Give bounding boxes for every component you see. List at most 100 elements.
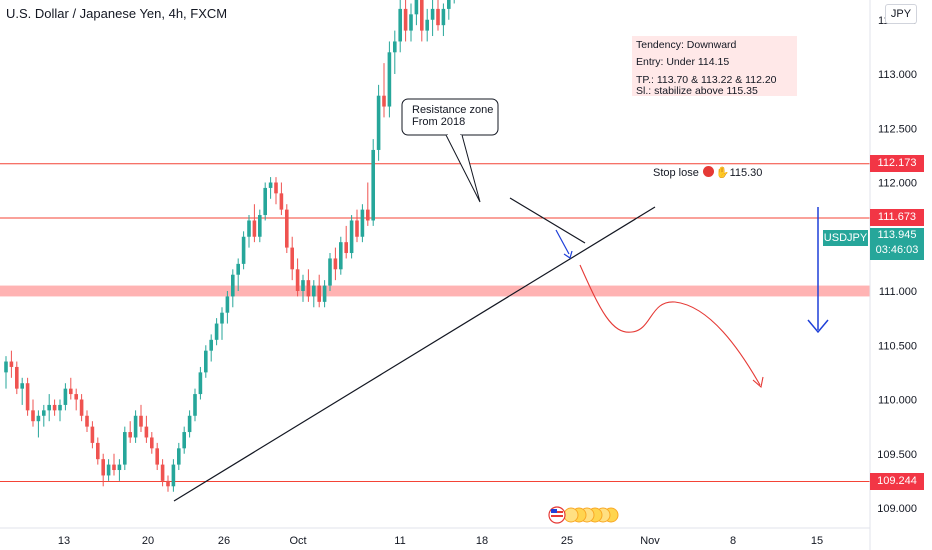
y-tick-4: 111.000 bbox=[879, 286, 917, 298]
candle-0 bbox=[4, 356, 8, 389]
candle-35 bbox=[193, 388, 197, 422]
candle-77 bbox=[420, 0, 424, 42]
candle-7 bbox=[42, 404, 46, 427]
y-tick-8: 113.000 bbox=[878, 69, 917, 81]
candle-11 bbox=[63, 383, 68, 411]
x-tick-4: 11 bbox=[394, 535, 405, 547]
y-tick-6: 112.000 bbox=[878, 178, 917, 190]
candle-79 bbox=[430, 0, 435, 37]
candle-81 bbox=[441, 3, 446, 37]
info-tp: TP.: 113.70 & 113.22 & 112.20 bbox=[636, 74, 777, 86]
zones-layer bbox=[0, 285, 870, 297]
candle-34 bbox=[187, 410, 192, 438]
last-price-badge: 113.945 03:46:03 bbox=[870, 228, 924, 260]
candle-54 bbox=[295, 258, 300, 297]
y-tick-1: 109.500 bbox=[877, 449, 917, 461]
chart-title: U.S. Dollar / Japanese Yen, 4h, FXCM bbox=[6, 6, 228, 21]
x-tick-7: Nov bbox=[640, 535, 660, 547]
info-tendency: Tendency: Downward bbox=[636, 39, 737, 51]
candle-43 bbox=[236, 258, 240, 291]
small-blue-arrowhead bbox=[563, 250, 573, 259]
info-entry: Entry: Under 114.15 bbox=[636, 56, 730, 68]
candle-16 bbox=[90, 421, 95, 449]
candle-45 bbox=[247, 215, 251, 248]
candle-14 bbox=[79, 394, 84, 422]
currency-button[interactable]: JPY bbox=[885, 4, 917, 24]
projected-path-arrowhead bbox=[752, 376, 764, 389]
callout-text: Resistance zone From 2018 bbox=[412, 104, 493, 128]
triangle-upper-line bbox=[509, 197, 586, 244]
candle-80 bbox=[436, 0, 440, 31]
candle-46 bbox=[252, 204, 257, 243]
candle-28 bbox=[155, 442, 159, 471]
candle-25 bbox=[139, 404, 143, 433]
countdown-value: 03:46:03 bbox=[875, 244, 919, 256]
candle-47 bbox=[258, 209, 262, 243]
candle-8 bbox=[47, 394, 51, 422]
candle-74 bbox=[403, 0, 408, 42]
projected-path bbox=[579, 264, 761, 386]
level-badge-2: 112.173 bbox=[870, 155, 924, 173]
info-sl: Sl.: stabilize above 115.35 bbox=[636, 85, 758, 97]
candle-24 bbox=[133, 410, 138, 443]
candle-73 bbox=[398, 0, 402, 53]
candle-17 bbox=[96, 437, 100, 465]
trade-info-box: Tendency: Downward Entry: Under 114.15 T… bbox=[632, 36, 797, 97]
y-tick-3: 110.500 bbox=[878, 340, 917, 352]
candle-61 bbox=[333, 247, 338, 281]
stop-loss-value: 115.30 bbox=[729, 167, 763, 179]
candle-10 bbox=[58, 399, 62, 422]
candle-69 bbox=[376, 84, 381, 161]
candle-22 bbox=[123, 426, 127, 471]
candle-82 bbox=[447, 0, 451, 20]
candle-29 bbox=[160, 459, 165, 487]
candle-4 bbox=[25, 377, 30, 416]
candle-5 bbox=[31, 399, 35, 427]
candle-32 bbox=[177, 442, 181, 471]
candle-70 bbox=[382, 63, 386, 118]
candles-layer bbox=[4, 0, 455, 492]
candle-57 bbox=[312, 280, 316, 308]
x-tick-0: 13 bbox=[58, 535, 70, 547]
symbol-badge: USDJPY bbox=[823, 230, 868, 246]
hand-icon: ✋ bbox=[715, 167, 730, 179]
candle-9 bbox=[52, 399, 57, 416]
y-tick-7: 112.500 bbox=[878, 123, 917, 135]
candle-19 bbox=[106, 459, 111, 481]
candle-21 bbox=[117, 459, 122, 481]
candle-76 bbox=[414, 0, 419, 26]
candle-15 bbox=[85, 410, 89, 433]
callout-line-1: Resistance zone bbox=[412, 104, 494, 116]
candle-55 bbox=[301, 274, 305, 302]
last-price-value: 113.945 bbox=[877, 229, 917, 241]
candle-75 bbox=[409, 3, 413, 42]
candle-1 bbox=[9, 350, 14, 378]
candle-50 bbox=[274, 177, 278, 205]
candle-72 bbox=[393, 30, 397, 74]
candle-26 bbox=[144, 415, 149, 443]
candle-27 bbox=[150, 432, 154, 454]
candle-13 bbox=[74, 388, 78, 411]
x-tick-5: 18 bbox=[476, 535, 488, 547]
time-axis: 13 20 26 Oct 11 18 25 Nov 8 15 bbox=[58, 535, 823, 547]
x-tick-3: Oct bbox=[289, 535, 306, 547]
candle-41 bbox=[225, 291, 230, 324]
candle-48 bbox=[263, 182, 267, 221]
candle-36 bbox=[198, 366, 203, 400]
candle-49 bbox=[268, 177, 273, 199]
stop-loss-text: Stop lose bbox=[653, 167, 699, 179]
trendline bbox=[173, 206, 656, 502]
candle-62 bbox=[339, 236, 343, 275]
level-badge-3: 111.673 bbox=[870, 209, 924, 227]
candle-33 bbox=[182, 426, 186, 454]
candle-64 bbox=[349, 215, 354, 259]
x-tick-9: 15 bbox=[811, 535, 823, 547]
y-tick-2: 110.000 bbox=[878, 395, 917, 407]
candle-56 bbox=[306, 269, 311, 302]
candle-12 bbox=[69, 377, 73, 400]
candle-40 bbox=[220, 307, 224, 340]
small-blue-arrow bbox=[555, 229, 570, 255]
candle-31 bbox=[171, 459, 176, 492]
economic-events-icons[interactable] bbox=[548, 506, 619, 524]
candle-83 bbox=[453, 0, 455, 4]
